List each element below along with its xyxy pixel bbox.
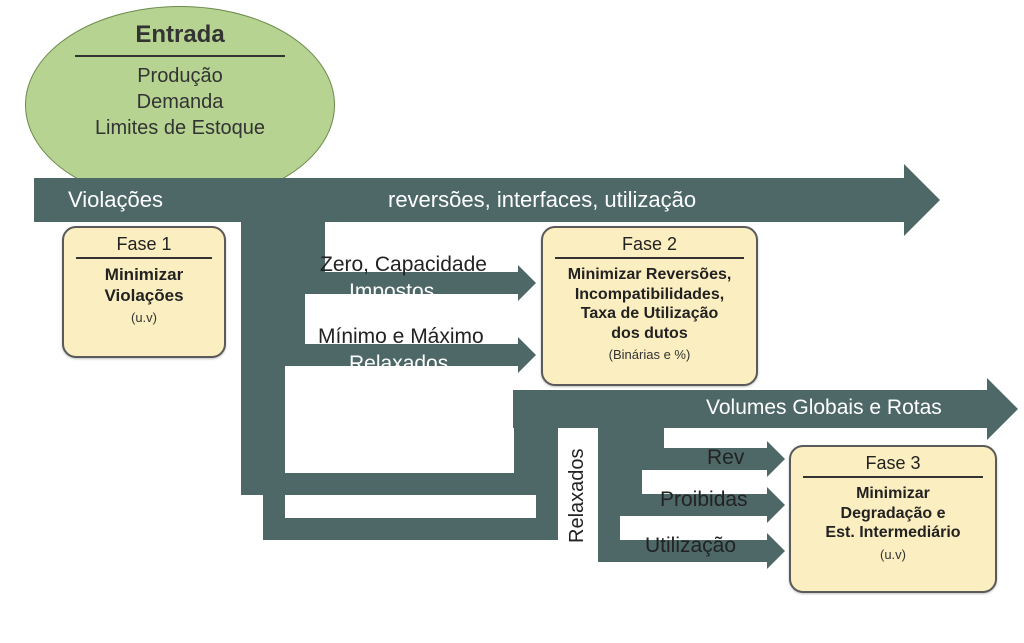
- entrada-body: Produção Demanda Limites de Estoque: [26, 63, 334, 141]
- entrada-ellipse: Entrada Produção Demanda Limites de Esto…: [25, 6, 335, 204]
- zero-cap-label: Zero, Capacidade: [320, 253, 487, 277]
- volumes-label: Volumes Globais e Rotas: [706, 396, 942, 420]
- hshaft: [263, 518, 536, 540]
- phase-1-note: (u.v): [70, 310, 218, 325]
- phase-3-body: MinimizarDegradação eEst. Intermediário: [797, 484, 989, 543]
- proibidas-head: [767, 487, 785, 523]
- relaxados1-head: [518, 337, 536, 373]
- phase-1-body: MinimizarViolações: [70, 265, 218, 306]
- top-arrow-head: [904, 164, 940, 236]
- vshaft: [620, 390, 642, 516]
- phase-2-body: Minimizar Reversões,Incompatibilidades,T…: [549, 265, 750, 343]
- entrada-line: Demanda: [26, 89, 334, 115]
- top-arrow-label-right: reversões, interfaces, utilização: [388, 187, 696, 213]
- phase-2-title: Fase 2: [555, 234, 744, 259]
- minmax-label: Mínimo e Máximo: [318, 325, 484, 349]
- utilizacao-head: [767, 533, 785, 569]
- entrada-line: Limites de Estoque: [26, 115, 334, 141]
- relaxados1-label: Relaxados: [349, 352, 448, 376]
- top-arrow-label-left: Violações: [68, 187, 163, 213]
- phase-1-box: Fase 1 MinimizarViolações (u.v): [62, 226, 226, 358]
- phase-1-title: Fase 1: [76, 234, 212, 259]
- vshaft: [598, 390, 620, 562]
- phase-2-note: (Binárias e %): [549, 347, 750, 362]
- hshaft: [241, 473, 514, 495]
- zero-cap-head: [518, 265, 536, 301]
- proibidas-label: Proibidas: [660, 488, 748, 512]
- phase-3-box: Fase 3 MinimizarDegradação eEst. Interme…: [789, 445, 997, 593]
- vshaft: [283, 178, 305, 364]
- entrada-divider: [75, 55, 284, 57]
- rev-head: [767, 441, 785, 477]
- entrada-line: Produção: [26, 63, 334, 89]
- entrada-title: Entrada: [26, 7, 334, 49]
- rev-label: Rev: [707, 446, 744, 470]
- phase-3-title: Fase 3: [803, 453, 983, 478]
- volumes-head: [987, 378, 1018, 440]
- phase-2-box: Fase 2 Minimizar Reversões,Incompatibili…: [541, 226, 758, 386]
- vshaft: [241, 178, 263, 495]
- impostos-label: Impostos: [349, 280, 434, 304]
- vshaft: [642, 390, 664, 470]
- utilizacao-label: Utilização: [645, 534, 736, 558]
- phase-3-note: (u.v): [797, 547, 989, 562]
- relaxados-vertical-label: Relaxados: [566, 436, 589, 556]
